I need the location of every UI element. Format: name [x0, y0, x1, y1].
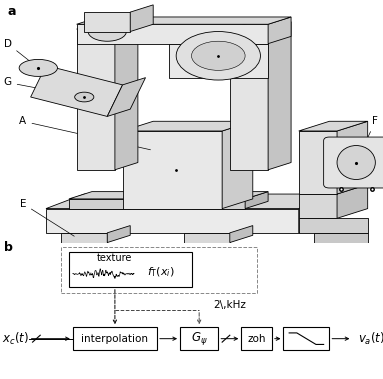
- Polygon shape: [245, 192, 268, 208]
- Polygon shape: [169, 44, 268, 78]
- Polygon shape: [268, 17, 291, 44]
- FancyBboxPatch shape: [241, 327, 272, 350]
- Polygon shape: [31, 66, 123, 116]
- FancyBboxPatch shape: [324, 137, 383, 188]
- Polygon shape: [77, 22, 138, 29]
- Text: A: A: [20, 116, 151, 150]
- Polygon shape: [107, 226, 130, 243]
- Text: interpolation: interpolation: [82, 334, 148, 344]
- Text: 2\,kHz: 2\,kHz: [213, 300, 246, 310]
- Polygon shape: [230, 226, 253, 243]
- Ellipse shape: [88, 22, 126, 41]
- Polygon shape: [230, 29, 268, 170]
- Polygon shape: [337, 121, 368, 194]
- Polygon shape: [115, 22, 138, 170]
- Polygon shape: [192, 192, 268, 199]
- Polygon shape: [46, 208, 299, 233]
- Ellipse shape: [192, 41, 245, 70]
- Polygon shape: [61, 233, 107, 243]
- Polygon shape: [130, 192, 153, 208]
- Polygon shape: [314, 233, 368, 243]
- Polygon shape: [299, 194, 337, 218]
- Polygon shape: [69, 192, 153, 199]
- Text: D: D: [4, 39, 36, 66]
- Text: G: G: [3, 77, 82, 97]
- FancyBboxPatch shape: [283, 327, 329, 350]
- Polygon shape: [107, 78, 146, 116]
- Text: $f_\mathrm{T}(x_i)$: $f_\mathrm{T}(x_i)$: [147, 266, 175, 279]
- Text: zoh: zoh: [247, 334, 266, 344]
- Polygon shape: [184, 233, 230, 243]
- Text: F: F: [357, 116, 378, 160]
- FancyBboxPatch shape: [73, 327, 157, 350]
- Text: $x_c(t)$: $x_c(t)$: [2, 330, 29, 347]
- Text: $v_a(t)$: $v_a(t)$: [358, 330, 383, 347]
- Polygon shape: [268, 22, 291, 170]
- Polygon shape: [123, 131, 222, 208]
- FancyBboxPatch shape: [69, 252, 192, 287]
- Polygon shape: [299, 131, 337, 194]
- Polygon shape: [230, 22, 291, 29]
- Polygon shape: [77, 24, 268, 44]
- Text: b: b: [4, 241, 13, 254]
- Text: $G_\psi$: $G_\psi$: [191, 330, 208, 347]
- Ellipse shape: [19, 60, 57, 77]
- Polygon shape: [299, 194, 337, 233]
- Ellipse shape: [337, 146, 375, 180]
- Polygon shape: [123, 121, 253, 131]
- Text: E: E: [20, 199, 74, 236]
- Ellipse shape: [75, 92, 94, 102]
- Ellipse shape: [176, 31, 260, 80]
- Polygon shape: [130, 5, 153, 31]
- Polygon shape: [299, 218, 368, 233]
- Polygon shape: [77, 17, 291, 24]
- Polygon shape: [77, 29, 115, 170]
- Polygon shape: [46, 194, 337, 208]
- Polygon shape: [192, 199, 245, 208]
- Polygon shape: [299, 121, 368, 131]
- Polygon shape: [337, 184, 368, 218]
- Text: a: a: [8, 5, 16, 18]
- FancyBboxPatch shape: [180, 327, 218, 350]
- Polygon shape: [69, 199, 130, 208]
- Polygon shape: [222, 121, 253, 208]
- Text: texture: texture: [97, 253, 133, 263]
- Polygon shape: [84, 12, 130, 31]
